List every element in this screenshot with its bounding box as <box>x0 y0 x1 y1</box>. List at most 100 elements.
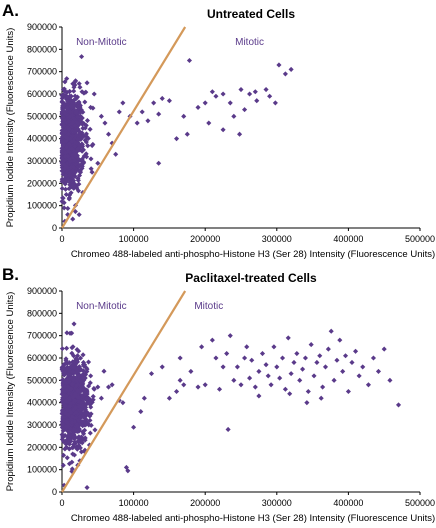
data-point <box>91 91 97 97</box>
data-point <box>102 120 108 126</box>
scatter-series <box>59 321 402 491</box>
data-point <box>87 430 93 436</box>
data-point <box>84 80 90 86</box>
data-point <box>60 103 66 109</box>
data-point <box>79 121 85 127</box>
data-point <box>65 98 71 104</box>
data-point <box>188 368 194 374</box>
data-point <box>395 402 402 408</box>
scatter-plot-a: Untreated Cells 0 100000 200000 300000 400000… <box>5 7 435 260</box>
data-point <box>195 384 201 390</box>
data-point <box>181 382 187 388</box>
data-point <box>62 110 68 116</box>
data-point <box>252 89 258 95</box>
data-point <box>80 368 86 374</box>
y-tick-label: 900000 <box>27 286 57 296</box>
data-point <box>66 114 72 120</box>
data-point <box>91 386 97 392</box>
data-point <box>234 364 240 370</box>
data-point <box>199 344 205 350</box>
y-tick-label: 300000 <box>27 420 57 430</box>
data-point <box>62 153 68 159</box>
data-point <box>67 368 73 374</box>
data-point <box>331 377 337 383</box>
data-point <box>231 113 237 119</box>
data-point <box>79 142 85 148</box>
chart-panel-a: Untreated Cells 0 100000 200000 300000 400000… <box>2 1 435 260</box>
data-point <box>80 359 87 366</box>
data-point <box>80 147 87 153</box>
data-point <box>84 484 90 491</box>
data-point <box>66 126 72 132</box>
data-point <box>287 391 293 397</box>
data-point <box>272 100 278 106</box>
data-point <box>79 434 85 440</box>
data-point <box>274 364 280 370</box>
data-point <box>77 84 83 90</box>
data-point <box>360 364 366 370</box>
data-point <box>60 142 67 148</box>
data-point <box>268 382 274 388</box>
data-point <box>95 384 101 390</box>
data-point <box>113 151 119 157</box>
data-point <box>73 153 79 160</box>
data-point <box>267 93 273 99</box>
data-point <box>66 461 73 467</box>
data-point <box>271 344 277 350</box>
data-point <box>116 109 122 115</box>
data-point <box>105 384 112 390</box>
data-point <box>345 388 351 395</box>
data-point <box>85 359 92 365</box>
data-point <box>62 88 68 95</box>
y-tick-label: 300000 <box>27 156 57 166</box>
y-tick-label: 800000 <box>27 44 57 54</box>
x-tick-label: 400000 <box>333 498 363 508</box>
data-point <box>75 427 81 433</box>
data-point <box>83 122 89 128</box>
data-point <box>77 162 83 169</box>
data-point <box>60 380 66 386</box>
divider-line <box>61 290 187 493</box>
data-point <box>247 375 253 381</box>
x-axis-label: Chromeo 488-labeled anti-phospho-Histone… <box>71 513 435 524</box>
data-point <box>72 93 78 99</box>
x-tick-label: 100000 <box>119 498 149 508</box>
data-point <box>181 113 187 119</box>
data-point <box>74 359 81 365</box>
data-point <box>95 160 101 166</box>
x-tick-label: 200000 <box>190 498 220 508</box>
data-point <box>195 104 201 110</box>
scatter-plot-b: Paclitaxel-treated Cells 0 100000 200000 300… <box>5 271 435 524</box>
data-point <box>151 100 157 106</box>
data-point <box>60 414 66 420</box>
y-tick-label: 500000 <box>27 375 57 385</box>
data-point <box>59 95 65 101</box>
data-point <box>244 344 250 350</box>
data-point <box>76 212 82 218</box>
data-point <box>317 353 323 359</box>
data-point <box>177 355 183 361</box>
data-point <box>291 359 297 366</box>
y-tick-label: 700000 <box>27 331 57 341</box>
data-point <box>77 378 83 384</box>
x-tick-label: 0 <box>59 234 64 244</box>
data-point <box>288 66 294 72</box>
data-point <box>300 366 306 372</box>
y-tick-label: 600000 <box>27 89 57 99</box>
data-point <box>71 321 77 327</box>
data-point <box>87 380 93 386</box>
data-point <box>62 79 68 85</box>
non-mitotic-label: Non-Mitotic <box>76 301 127 312</box>
data-point <box>252 384 258 390</box>
data-point <box>256 393 262 399</box>
data-point <box>263 86 269 93</box>
data-point <box>166 395 172 401</box>
x-tick-label: 100000 <box>119 234 149 244</box>
data-point <box>145 118 151 124</box>
data-point <box>61 177 67 183</box>
data-point <box>82 99 88 105</box>
y-axis-label: Propidium Iodide Intensity (Fluorescence… <box>5 28 16 228</box>
data-point <box>247 91 253 97</box>
data-point <box>213 355 219 361</box>
data-point <box>308 342 314 348</box>
